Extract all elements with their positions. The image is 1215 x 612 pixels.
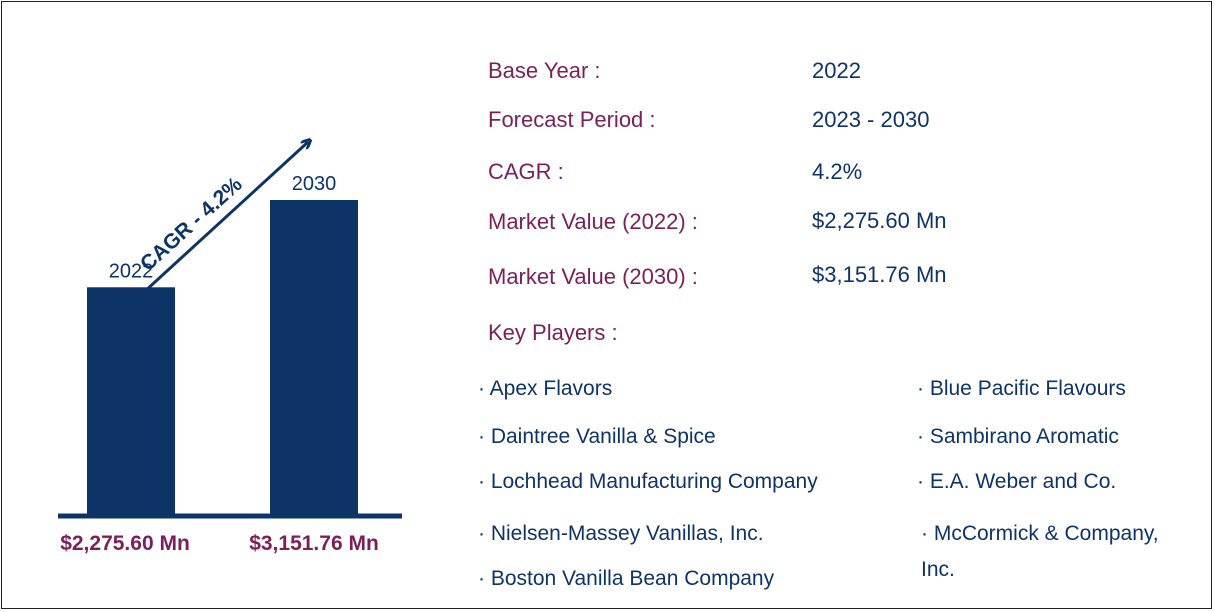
player-blue-pacific: · Blue Pacific Flavours (917, 377, 1126, 400)
base-year-value: 2022 (812, 58, 861, 83)
market-value-2030-value: $3,151.76 Mn (812, 262, 947, 287)
forecast-period-value: 2023 - 2030 (812, 107, 930, 132)
bar-category-label-2030: 2030 (292, 173, 337, 195)
player-apex-flavors: · Apex Flavors (478, 377, 613, 400)
market-value-2022-label: Market Value (2022) : (488, 209, 698, 234)
cagr-arrow (130, 142, 308, 305)
player-lochhead: · Lochhead Manufacturing Company (478, 470, 818, 493)
base-year-label: Base Year : (488, 58, 601, 83)
player-mccormick: · McCormick & Company, Inc. (921, 522, 1159, 581)
cagr-annotation: CAGR - 4.2% (136, 173, 247, 276)
bar-value-label-2022: $2,275.60 Mn (60, 532, 190, 555)
player-nielsen-massey: · Nielsen-Massey Vanillas, Inc. (478, 522, 764, 545)
market-value-2022-value: $2,275.60 Mn (812, 208, 947, 233)
cagr-label: CAGR : (488, 159, 564, 184)
player-ea-weber: · E.A. Weber and Co. (917, 470, 1117, 493)
player-sambirano: · Sambirano Aromatic (917, 425, 1119, 448)
player-boston-vanilla: · Boston Vanilla Bean Company (478, 567, 775, 590)
key-players-title: Key Players : (488, 320, 618, 345)
bar-2022 (87, 287, 175, 514)
market-value-2030-label: Market Value (2030) : (488, 264, 698, 289)
cagr-value: 4.2% (812, 159, 863, 184)
forecast-period-label: Forecast Period : (488, 107, 656, 132)
bar-value-label-2030: $3,151.76 Mn (249, 532, 379, 555)
bar-category-label-2022: 2022 (109, 260, 154, 282)
bar-2030 (270, 200, 358, 514)
player-daintree-vanilla: · Daintree Vanilla & Spice (478, 425, 716, 448)
